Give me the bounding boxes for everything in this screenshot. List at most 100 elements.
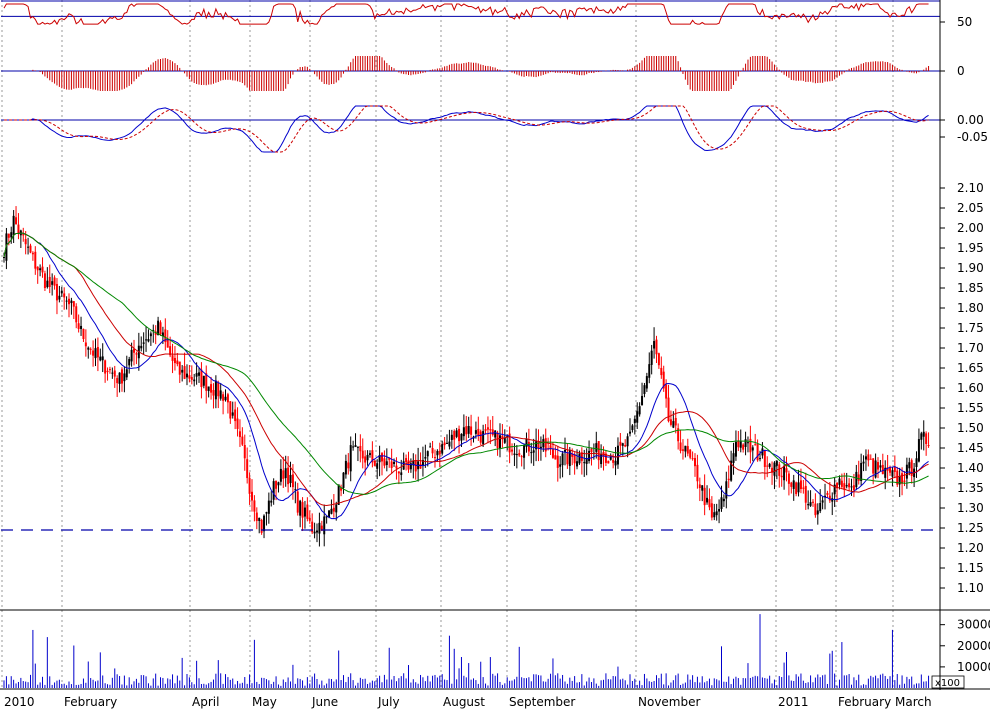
price-candle [159,322,162,335]
price-candle [549,445,552,450]
price-candle [248,477,251,494]
price-candle [537,441,540,449]
price-candle [41,266,44,273]
price-candle [364,456,367,463]
price-candle [70,300,73,304]
price-candle [198,372,201,376]
price-candle [438,450,441,455]
price-candle [320,525,323,531]
price-candle [787,473,790,484]
price-tick-label: 1.35 [957,481,984,495]
month-label: 2011 [778,695,809,709]
price-candle [559,464,562,467]
price-candle [886,467,889,471]
price-candle [7,233,10,238]
price-candle [381,453,384,462]
price-candle [409,463,412,470]
price-candle [99,356,102,361]
price-candle [915,458,918,468]
price-candle [171,355,174,361]
price-candle [641,395,644,406]
price-candle [925,433,928,445]
price-candle [732,453,735,463]
price-candle [807,504,810,506]
price-candle [561,453,564,466]
price-candle [737,440,740,448]
price-candle [258,517,261,521]
price-candle [876,462,879,470]
price-candle [713,512,716,518]
price-tick-label: 1.65 [957,361,984,375]
price-candle [667,397,670,422]
price-candle [816,510,819,515]
price-candle [696,464,699,482]
price-candle [491,429,494,436]
price-candle [852,485,855,491]
price-candle [802,487,805,489]
price-candle [718,509,721,512]
price-candle [761,448,764,456]
price-candle [378,455,381,463]
price-candle [460,433,463,441]
price-candle [111,372,114,374]
month-label: November [638,695,700,709]
price-candle [51,281,54,285]
price-candle [739,441,742,448]
price-candle [749,438,752,453]
price-candle [660,367,663,376]
price-candle [130,349,133,362]
price-candle [677,428,680,442]
price-candle [349,445,352,472]
month-label: 2010 [4,695,35,709]
price-tick-label: 1.75 [957,321,984,335]
price-candle [518,453,521,456]
price-candle [580,452,583,461]
price-candle [845,485,848,487]
price-candle [513,453,516,455]
price-tick-label: 1.10 [957,581,984,595]
price-candle [850,486,853,488]
y-axis-labels: 2.10 2.05 2.00 1.95 1.90 1.85 1.80 1.75 1.70 1.65… [931,15,990,689]
price-tick-label: 1.70 [957,341,984,355]
price-candle [811,501,814,503]
price-candle [578,453,581,464]
ma-long-line [3,232,929,495]
price-candle [917,439,920,462]
price-candle [790,482,793,487]
price-candle [848,483,851,488]
price-candle [872,458,875,474]
price-candle [75,306,78,323]
price-candle [311,521,314,533]
price-candle [282,470,285,479]
price-candle [566,453,569,465]
price-candle [361,450,364,459]
price-candle [173,357,176,364]
price-candle [236,418,239,429]
price-candle [631,425,634,431]
price-candle [759,458,762,460]
price-candle [679,442,682,451]
price-candle [710,503,713,518]
price-candle [542,439,545,448]
price-candle [328,510,331,518]
price-candle [903,480,906,482]
price-candle [751,447,754,451]
price-candle [231,412,234,416]
price-candle [318,522,321,534]
price-candle [441,444,444,454]
month-label: July [377,695,400,709]
price-candle [219,390,222,399]
price-candle [722,498,725,502]
price-candle [653,341,656,349]
price-candle [467,425,470,434]
price-candle [176,360,179,365]
price-candle [515,454,518,456]
price-candle [867,454,870,461]
price-candle [332,507,335,512]
price-candle [450,434,453,440]
price-candle [356,446,359,448]
price-candle [474,430,477,434]
price-candle [104,360,107,374]
price-candle [525,438,528,447]
macd-signal-line [4,105,929,153]
